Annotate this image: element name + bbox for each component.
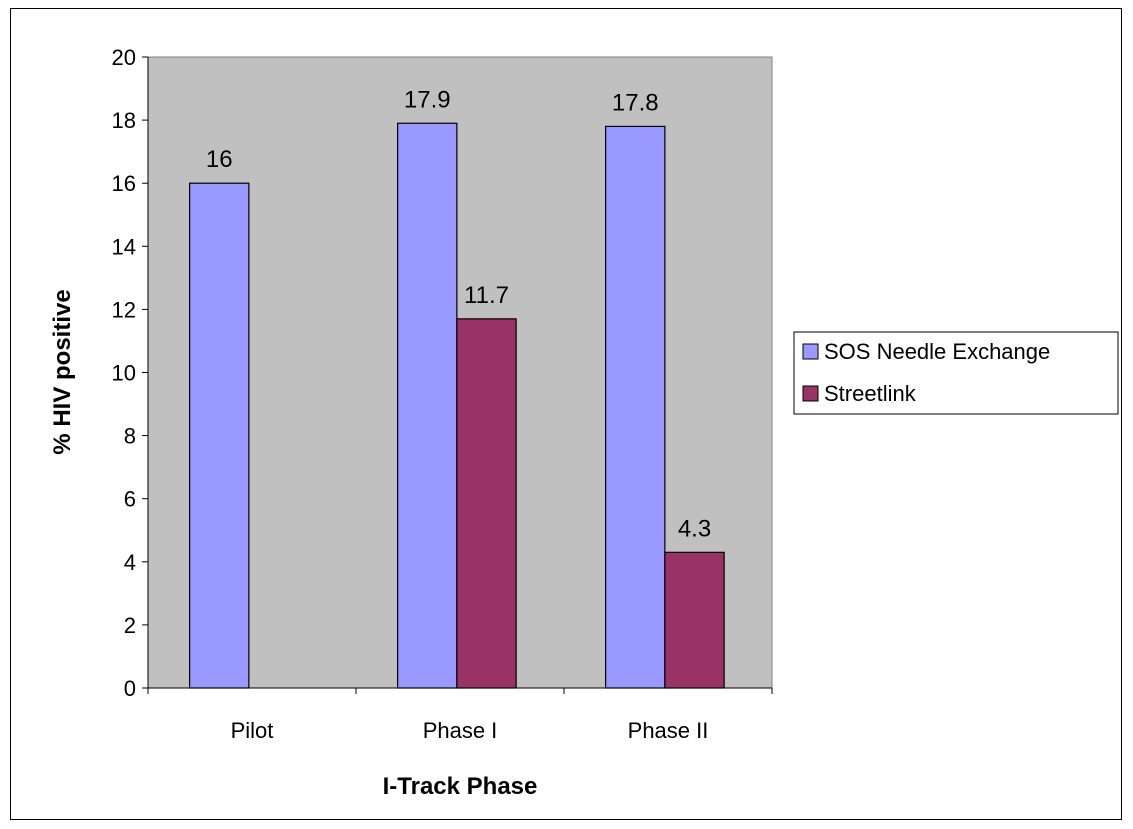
legend-box bbox=[793, 331, 1119, 415]
y-tick-label: 10 bbox=[112, 361, 136, 386]
x-axis: Pilot Phase I Phase II bbox=[147, 687, 773, 743]
legend-swatch bbox=[802, 385, 819, 402]
y-tick-label: 20 bbox=[112, 45, 136, 70]
y-axis-title: % HIV positive bbox=[49, 289, 76, 454]
y-tick-label: 6 bbox=[124, 487, 136, 512]
bars bbox=[189, 122, 725, 689]
data-label: 17.9 bbox=[404, 86, 451, 113]
legend-label: SOS Needle Exchange bbox=[824, 339, 1050, 364]
y-tick-label: 2 bbox=[124, 613, 136, 638]
data-label: 11.7 bbox=[464, 282, 509, 309]
data-label: 16 bbox=[206, 146, 233, 173]
y-tick-label: 18 bbox=[112, 108, 136, 133]
y-tick-label: 16 bbox=[112, 171, 136, 196]
x-tick-label: Pilot bbox=[231, 718, 274, 743]
y-tick-label: 12 bbox=[112, 297, 136, 322]
y-tick-label: 4 bbox=[124, 550, 136, 575]
bar-sos-needle-exchange bbox=[397, 122, 458, 689]
chart-frame bbox=[10, 8, 1122, 820]
y-axis: 0 2 4 6 8 10 12 14 16 18 20 bbox=[112, 45, 149, 701]
bar-sos-needle-exchange bbox=[189, 182, 250, 689]
y-tick-label: 0 bbox=[124, 676, 136, 701]
bar-sos-needle-exchange bbox=[604, 125, 666, 689]
x-axis-title: I-Track Phase bbox=[383, 773, 538, 800]
legend: SOS Needle Exchange Streetlink bbox=[793, 331, 1119, 415]
x-tick-label: Phase II bbox=[628, 718, 709, 743]
y-tick-label: 8 bbox=[124, 424, 136, 449]
legend-swatch bbox=[802, 343, 819, 360]
data-labels: 16 17.9 17.8 11.7 4.3 bbox=[206, 86, 711, 542]
bar-streetlink bbox=[456, 318, 517, 689]
x-tick-label: Phase I bbox=[423, 718, 498, 743]
data-label: 17.8 bbox=[612, 89, 659, 116]
y-tick-label: 14 bbox=[112, 234, 136, 259]
legend-label: Streetlink bbox=[824, 381, 917, 406]
data-label: 4.3 bbox=[678, 515, 711, 542]
bar-streetlink bbox=[664, 551, 725, 689]
